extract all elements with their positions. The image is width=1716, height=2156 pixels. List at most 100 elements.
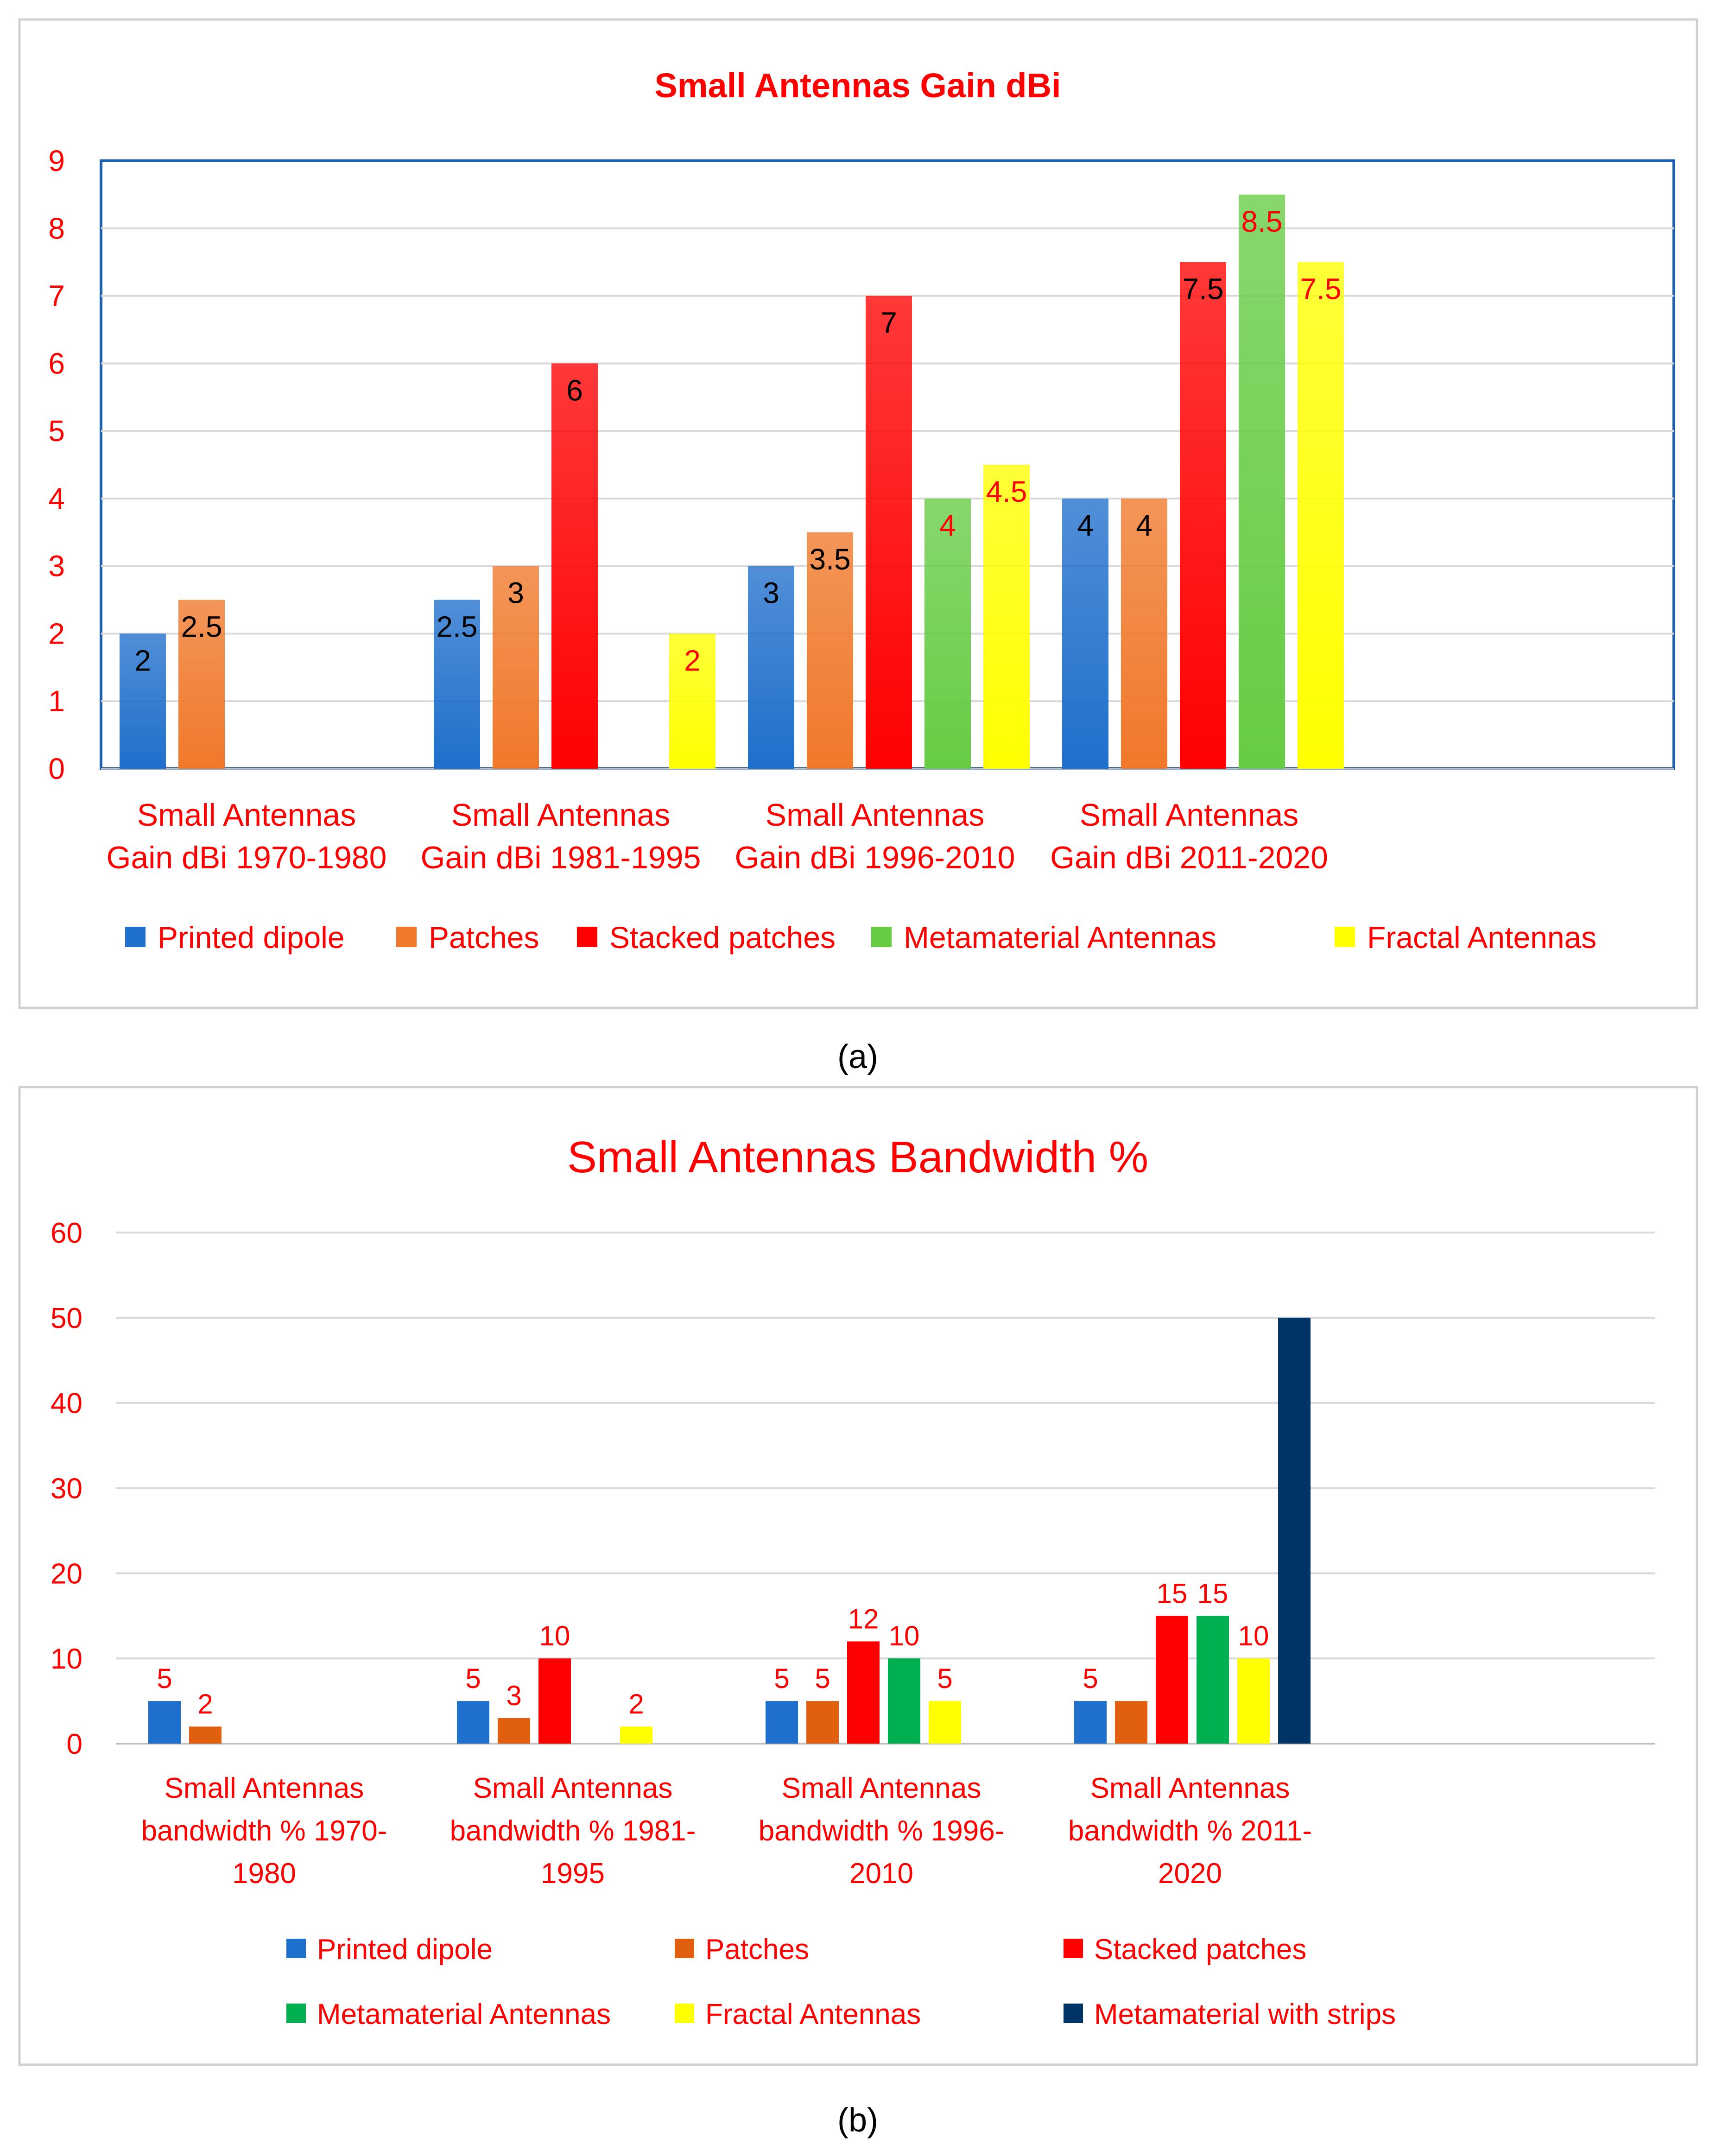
bar-patches	[493, 566, 539, 769]
x-category-label: 2020	[1158, 1858, 1222, 1890]
bandwidth-bars	[148, 1317, 1311, 1744]
bar-value-label: 7.5	[1300, 272, 1342, 306]
bar-fractal-antennas	[1237, 1658, 1270, 1744]
bar-value-label: 3	[507, 576, 524, 610]
x-category-label: Gain dBi 1970-1980	[107, 840, 387, 875]
bar-value-label: 5	[937, 1663, 952, 1694]
gain-bars	[120, 194, 1344, 769]
x-category-label: Small Antennas	[137, 797, 356, 833]
bar-printed-dipole	[457, 1701, 489, 1744]
x-category-label: 1995	[541, 1858, 605, 1890]
x-category-label: Small Antennas	[165, 1772, 364, 1804]
x-category-label: Small Antennas	[1090, 1772, 1290, 1804]
x-category-label: bandwidth % 1981-	[450, 1815, 696, 1847]
x-category-label: Gain dBi 1981-1995	[421, 840, 701, 875]
y-tick-label: 3	[48, 550, 65, 583]
gain-y-axis-ticks: 0 1 2 3 4 5 6 7 8 9	[48, 144, 65, 785]
bar-metamaterial-with-strips	[1278, 1317, 1311, 1744]
bar-stacked-patches	[866, 296, 912, 769]
bar-metamaterial-antennas	[1197, 1616, 1229, 1744]
bar-patches	[178, 600, 225, 769]
bar-stacked-patches	[847, 1641, 880, 1744]
bar-fractal-antennas	[983, 465, 1030, 769]
legend-label: Printed dipole	[317, 1934, 493, 1966]
caption-b: (b)	[837, 2102, 878, 2139]
bar-value-label: 2	[197, 1688, 213, 1720]
bar-value-label: 7.5	[1183, 272, 1224, 306]
bandwidth-gridlines	[116, 1232, 1655, 1745]
x-category-label: bandwidth % 1970-	[141, 1815, 387, 1847]
bar-value-label: 2.5	[437, 610, 478, 644]
y-tick-label: 20	[51, 1558, 82, 1590]
bar-value-label: 4	[1077, 509, 1094, 542]
bandwidth-chart-frame	[18, 1086, 1698, 2066]
bar-printed-dipole	[748, 566, 794, 769]
bar-printed-dipole	[120, 633, 166, 769]
legend-label: Fractal Antennas	[1367, 920, 1596, 955]
legend-label: Patches	[429, 920, 539, 955]
bar-value-label: 6	[566, 373, 583, 407]
bar-metamaterial-antennas	[1239, 194, 1285, 769]
bar-value-label: 5	[465, 1663, 481, 1694]
legend-swatch	[871, 927, 892, 947]
bar-value-label: 10	[1238, 1620, 1269, 1651]
bar-value-label: 3	[763, 576, 779, 610]
bar-value-label: 7	[880, 306, 897, 340]
gain-chart-panel: 2 2.5 2.5 3 6 2 3 3.5 7 4 4.5 4 4 7.5 8.5 7.5 0 1 2 3 4 5 6 7 8…	[18, 18, 1698, 1009]
y-tick-label: 5	[48, 414, 65, 448]
legend-label: Stacked patches	[609, 920, 836, 955]
gain-legend: Printed dipole Patches Stacked patches Meta…	[125, 920, 1596, 955]
bar-value-label: 3.5	[810, 543, 851, 576]
bar-printed-dipole	[1062, 498, 1108, 769]
bar-printed-dipole	[766, 1701, 798, 1744]
bar-value-label: 2	[628, 1688, 644, 1720]
legend-swatch	[675, 2004, 694, 2023]
bar-value-label: 4.5	[986, 475, 1027, 508]
bar-patches	[1115, 1701, 1147, 1744]
x-category-label: Gain dBi 2011-2020	[1050, 840, 1328, 875]
bar-value-label: 4	[1136, 509, 1152, 542]
bar-patches	[806, 1701, 839, 1744]
legend-label: Metamaterial Antennas	[317, 1998, 611, 2030]
legend-swatch	[1335, 927, 1355, 947]
y-tick-label: 6	[48, 347, 65, 380]
bar-stacked-patches	[1156, 1616, 1188, 1744]
y-tick-label: 4	[48, 482, 65, 515]
bar-metamaterial-antennas	[888, 1658, 920, 1744]
y-tick-label: 9	[48, 144, 65, 177]
y-tick-label: 30	[51, 1473, 82, 1505]
bar-value-label: 5	[157, 1663, 172, 1694]
x-category-label: Small Antennas	[451, 797, 671, 833]
legend-swatch	[1064, 2004, 1083, 2023]
gain-chart-frame	[18, 18, 1698, 1009]
x-category-label: Small Antennas	[473, 1772, 673, 1804]
bandwidth-x-axis-labels: Small Antennas bandwidth % 1970- 1980 Small…	[141, 1772, 1312, 1890]
bar-patches	[807, 532, 853, 769]
bar-printed-dipole	[148, 1701, 181, 1744]
y-tick-label: 0	[67, 1728, 82, 1760]
bar-fractal-antennas	[929, 1701, 961, 1744]
legend-swatch	[286, 1939, 306, 1958]
legend-swatch	[1064, 1939, 1083, 1958]
legend-label: Printed dipole	[158, 920, 345, 955]
x-category-label: 2010	[849, 1858, 913, 1890]
bar-value-label: 3	[506, 1680, 521, 1711]
caption-a: (a)	[837, 1038, 878, 1075]
bar-value-label: 4	[939, 509, 956, 542]
legend-label: Metamaterial Antennas	[904, 920, 1216, 955]
bar-fractal-antennas	[1298, 262, 1344, 769]
bar-value-label: 10	[539, 1620, 570, 1651]
bar-value-label: 15	[1157, 1578, 1188, 1609]
x-category-label: Small Antennas	[766, 797, 985, 833]
bar-value-label: 8.5	[1241, 205, 1283, 238]
legend-label: Patches	[705, 1934, 809, 1966]
bar-printed-dipole	[1074, 1701, 1107, 1744]
bar-value-label: 2	[134, 644, 151, 677]
y-tick-label: 8	[48, 212, 65, 245]
bar-printed-dipole	[434, 600, 480, 769]
y-tick-label: 50	[51, 1302, 82, 1334]
y-tick-label: 1	[48, 684, 65, 718]
gain-x-axis-labels: Small Antennas Gain dBi 1970-1980 Small An…	[107, 797, 1328, 875]
y-tick-label: 7	[48, 279, 65, 313]
